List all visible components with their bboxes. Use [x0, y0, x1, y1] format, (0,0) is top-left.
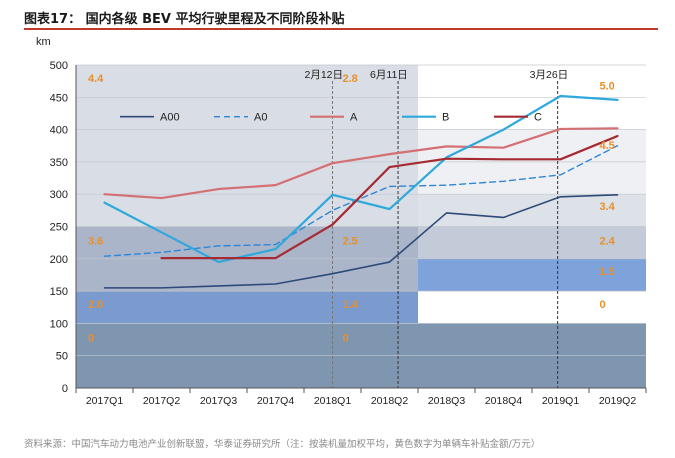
series-line-B — [103, 94, 619, 264]
x-tick-label: 2018Q1 — [314, 395, 352, 407]
legend-label-C: C — [534, 112, 542, 124]
series-line-A00 — [103, 194, 619, 289]
subsidy-label: 4.4 — [88, 73, 104, 85]
y-tick-label: 50 — [56, 351, 68, 363]
x-tick-label: 2019Q1 — [542, 395, 580, 407]
x-tick-label: 2017Q3 — [200, 395, 238, 407]
policy-date-lines — [332, 81, 559, 388]
y-tick-label: 350 — [50, 157, 68, 169]
y-tick-label: 300 — [50, 189, 68, 201]
series-line-C — [160, 134, 619, 260]
series-lines — [103, 94, 619, 289]
subsidy-label: 1.4 — [343, 299, 359, 311]
x-tick-label: 2017Q1 — [86, 395, 124, 407]
subsidy-label: 2.0 — [88, 299, 103, 311]
title-rule — [24, 28, 658, 30]
legend-label-A00: A00 — [160, 112, 180, 124]
subsidy-label: 3.4 — [600, 201, 616, 213]
x-tick-label: 2018Q4 — [485, 395, 523, 407]
legend: A00 A0 A B C — [120, 112, 542, 124]
subsidy-label: 0 — [88, 333, 94, 345]
subsidy-band-4 — [418, 258, 646, 292]
y-tick-label: 200 — [50, 254, 68, 266]
x-tick-label: 2018Q2 — [371, 395, 409, 407]
x-tick-label: 2019Q2 — [599, 395, 637, 407]
subsidy-band-5 — [418, 226, 646, 259]
subsidy-label: 4.5 — [600, 140, 615, 152]
y-tick-label: 450 — [50, 92, 68, 104]
series-line-A0 — [103, 145, 619, 257]
y-gridlines — [76, 64, 646, 357]
subsidy-label: 1.5 — [600, 266, 615, 278]
legend-label-A0: A0 — [254, 112, 267, 124]
source-note: 资料来源：中国汽车动力电池产业创新联盟，华泰证券研究所（注：按装机量加权平均，黄… — [24, 439, 541, 450]
x-tick-label: 2017Q2 — [143, 395, 181, 407]
y-tick-label: 150 — [50, 286, 68, 298]
subsidy-label: 0 — [343, 333, 349, 345]
subsidy-label: 3.6 — [88, 236, 103, 248]
axes — [75, 65, 647, 393]
x-tick-label: 2018Q3 — [428, 395, 466, 407]
date-label: 3月26日 — [530, 69, 569, 81]
y-tick-label: 0 — [62, 383, 68, 395]
y-tick-label: 500 — [50, 60, 68, 72]
subsidy-band-3 — [76, 65, 418, 227]
date-label: 6月11日 — [370, 69, 408, 81]
subsidy-band-1 — [76, 291, 418, 324]
y-tick-label: 100 — [50, 318, 68, 330]
y-tick-label: 250 — [50, 222, 68, 234]
subsidy-label: 5.0 — [600, 81, 615, 93]
subsidy-label: 2.5 — [343, 236, 358, 248]
y-tick-label: 400 — [50, 125, 68, 137]
legend-label-A: A — [350, 112, 358, 124]
series-line-A — [103, 127, 619, 200]
date-label: 2月12日 — [305, 69, 344, 81]
chart-text: 0 50 100 150 200 250 300 350 400 450 500 km 2017Q1 20… — [36, 36, 636, 407]
y-axis-label: km — [36, 36, 51, 48]
legend-label-B: B — [442, 112, 449, 124]
chart-title: 图表17： 国内各级 BEV 平均行驶里程及不同阶段补贴 — [24, 12, 345, 27]
bev-range-chart: 0 50 100 150 200 250 300 350 400 450 500 km 2017Q1 20… — [36, 36, 647, 407]
subsidy-label: 0 — [600, 299, 606, 311]
subsidy-label: 2.8 — [343, 73, 358, 85]
x-tick-label: 2017Q4 — [257, 395, 295, 407]
subsidy-label: 2.4 — [600, 236, 616, 248]
subsidy-band-6 — [418, 194, 646, 227]
